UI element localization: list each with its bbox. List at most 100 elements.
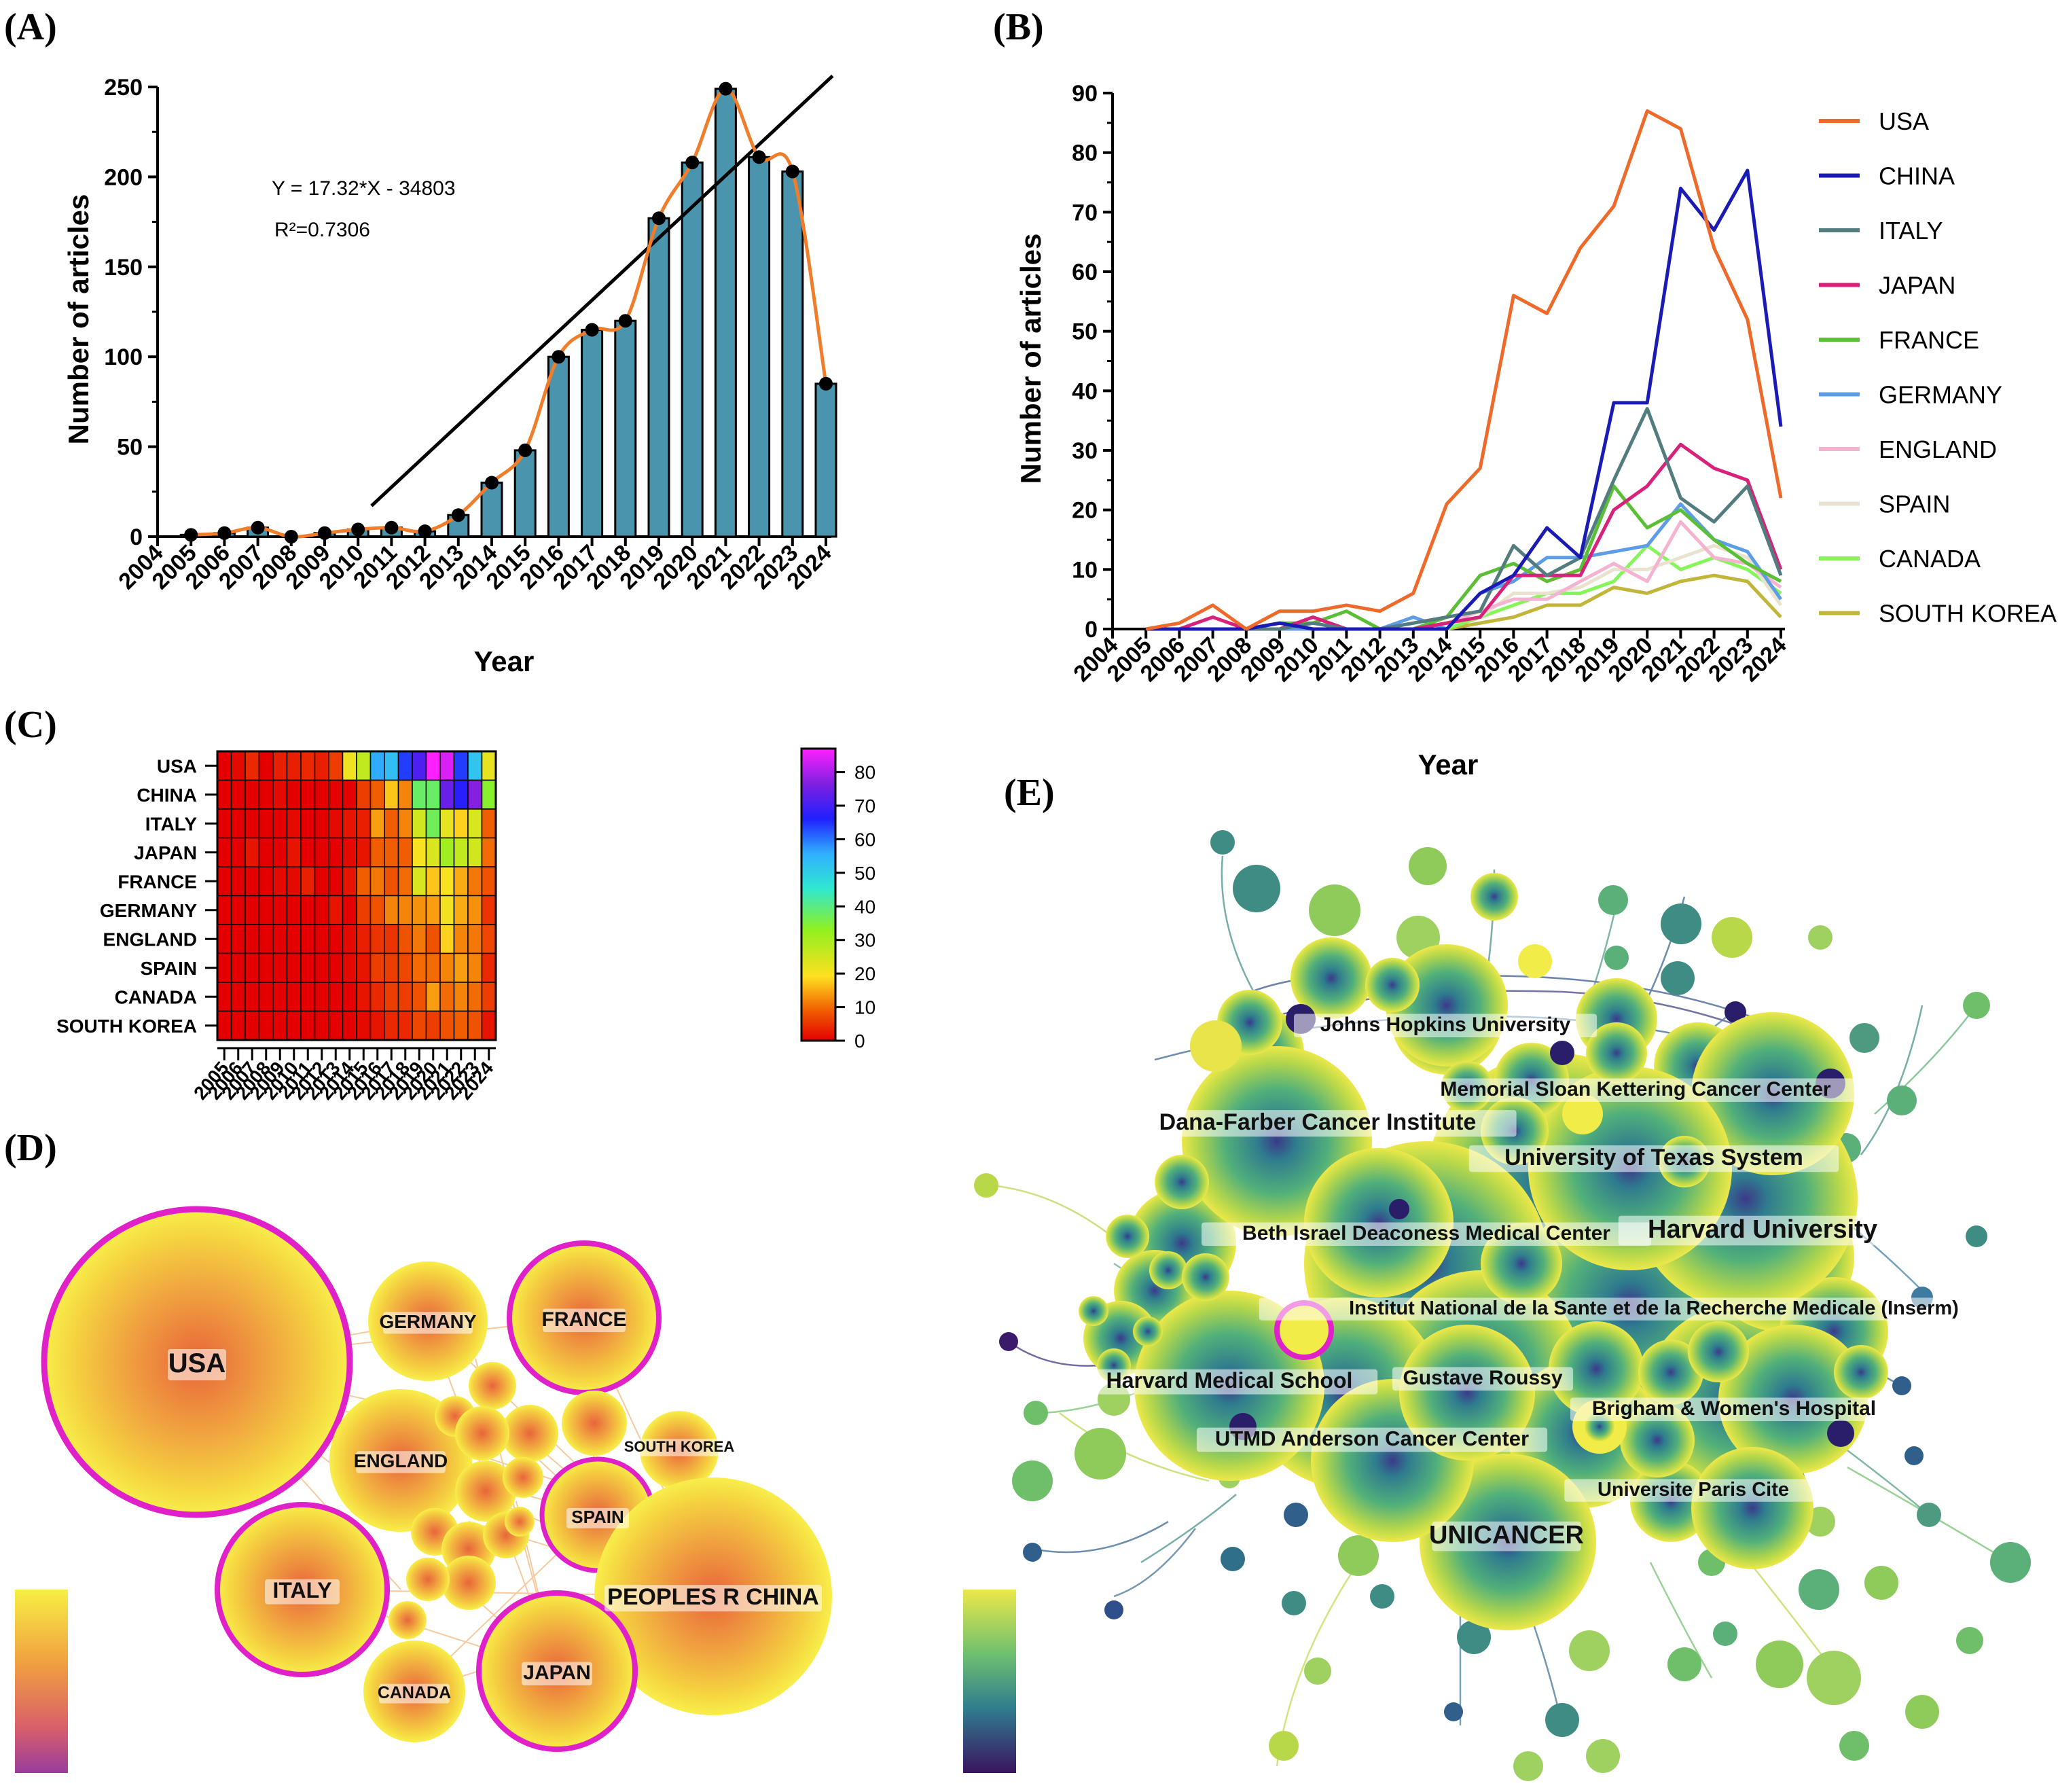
heatmap-cell — [384, 866, 399, 897]
heatmap-cell — [481, 895, 497, 925]
heatmap-cell — [356, 952, 372, 983]
heatmap-cell — [467, 982, 483, 1012]
heatmap-cell — [342, 895, 357, 925]
heatmap-cell — [258, 982, 274, 1012]
heatmap-cell — [467, 779, 483, 810]
heatmap-cell — [217, 924, 232, 954]
heatmap-cell — [481, 866, 497, 897]
panel-a-bar-chart: 0501001502002502004200520062007200820092… — [104, 74, 837, 594]
heatmap-cell — [467, 952, 483, 983]
heatmap-cell — [439, 779, 455, 810]
heatmap-cell — [397, 924, 413, 954]
point-2019 — [652, 211, 666, 226]
network-d-label-japan-bg — [522, 1662, 592, 1685]
heatmap-cell — [342, 952, 357, 983]
heatmap-cell — [217, 866, 232, 897]
heatmap-cell — [245, 1010, 260, 1041]
heatmap-cell — [230, 895, 246, 925]
network-d-label-england: ENGLAND — [354, 1450, 448, 1471]
heatmap-cell — [425, 952, 441, 983]
heatmap-cell — [397, 1010, 413, 1041]
heatmap-cell — [369, 924, 385, 954]
heatmap-cell — [230, 952, 246, 983]
heatmap-cell — [286, 837, 302, 867]
network-d-label-peoples-r-china-bg — [604, 1585, 822, 1612]
colorbar-tick-label: 50 — [854, 863, 875, 884]
heatmap-cell — [412, 779, 427, 810]
heatmap-cell — [328, 837, 344, 867]
panel-label-a: (A) — [4, 6, 57, 48]
panel-b-y-tick-label: 30 — [1072, 438, 1098, 464]
heatmap-cell — [272, 751, 288, 781]
colorbar-tick-label: 80 — [854, 762, 875, 783]
heatmap-cell — [439, 982, 455, 1012]
heatmap-cell — [286, 895, 302, 925]
network-e-label-11-bg — [1564, 1479, 1822, 1502]
heatmap-cell — [258, 751, 274, 781]
heatmap-cell — [300, 751, 316, 781]
heatmap-cell — [342, 751, 357, 781]
heatmap-cell — [272, 1010, 288, 1041]
heatmap-cell — [314, 837, 329, 867]
heatmap-cell — [328, 779, 344, 810]
heatmap-cell — [314, 779, 329, 810]
node-universite-paris-cite[interactable] — [1691, 1447, 1813, 1569]
heatmap-cell — [467, 895, 483, 925]
colorbar-tick-label: 0 — [854, 1031, 865, 1052]
heatmap-cell — [425, 924, 441, 954]
heatmap-cell — [245, 924, 260, 954]
network-e-label-2-bg — [1119, 1110, 1517, 1137]
heatmap-cell — [369, 1010, 385, 1041]
heatmap-cell — [245, 895, 260, 925]
heatmap-cell — [217, 952, 232, 983]
heatmap-cell — [217, 837, 232, 867]
network-e-label-3: University of Texas System — [1504, 1145, 1803, 1170]
heatmap-cell — [245, 952, 260, 983]
heatmap-cell — [217, 1010, 232, 1041]
colorbar-tick-label: 20 — [854, 963, 875, 984]
heatmap-cell — [314, 982, 329, 1012]
heatmap-cell — [300, 779, 316, 810]
heatmap-cell — [286, 751, 302, 781]
heatmap-cell — [245, 779, 260, 810]
panel-label-d: (D) — [4, 1127, 57, 1169]
heatmap-cell — [439, 837, 455, 867]
heatmap-cell — [258, 779, 274, 810]
colorbar-tick-label: 60 — [854, 829, 875, 850]
node-gustave-roussy[interactable] — [1399, 1325, 1535, 1461]
heatmap-cell — [467, 837, 483, 867]
heatmap-cell — [425, 866, 441, 897]
heatmap-cell — [230, 808, 246, 839]
point-2007 — [251, 520, 265, 535]
heatmap-cell — [230, 1010, 246, 1041]
network-d-label-canada-bg — [379, 1683, 450, 1704]
heatmap-cell — [217, 751, 232, 781]
heatmap-cell — [439, 895, 455, 925]
heatmap-cell — [384, 808, 399, 839]
panel-a-y-title: Number of articles — [62, 194, 94, 445]
heatmap-cell — [412, 837, 427, 867]
heatmap-cell — [467, 1010, 483, 1041]
heatmap-cell — [342, 1010, 357, 1041]
network-e-label-1-bg — [1398, 1078, 1873, 1102]
heatmap-cell — [397, 866, 413, 897]
point-2014 — [485, 476, 499, 490]
heatmap-cell — [300, 837, 316, 867]
heatmap-cell — [412, 924, 427, 954]
network-d-label-spain-bg — [566, 1507, 629, 1528]
heatmap-cell — [217, 982, 232, 1012]
network-d-small-nodes — [389, 1362, 627, 1639]
network-e-label-9-bg — [1570, 1397, 1898, 1421]
heatmap-cell — [356, 982, 372, 1012]
heatmap-cell — [328, 982, 344, 1012]
heatmap-cell — [272, 952, 288, 983]
network-d-label-usa: USA — [168, 1348, 225, 1378]
heatmap-cell — [230, 779, 246, 810]
heatmap-cell — [453, 1010, 469, 1041]
heatmap-cell — [369, 952, 385, 983]
network-d-label-canada: CANADA — [378, 1683, 451, 1702]
heatmap-cell — [328, 808, 344, 839]
network-e-label-0-bg — [1294, 1014, 1597, 1037]
panel-b-y-tick-label: 40 — [1072, 378, 1098, 404]
legend-label-italy: ITALY — [1879, 217, 1943, 245]
